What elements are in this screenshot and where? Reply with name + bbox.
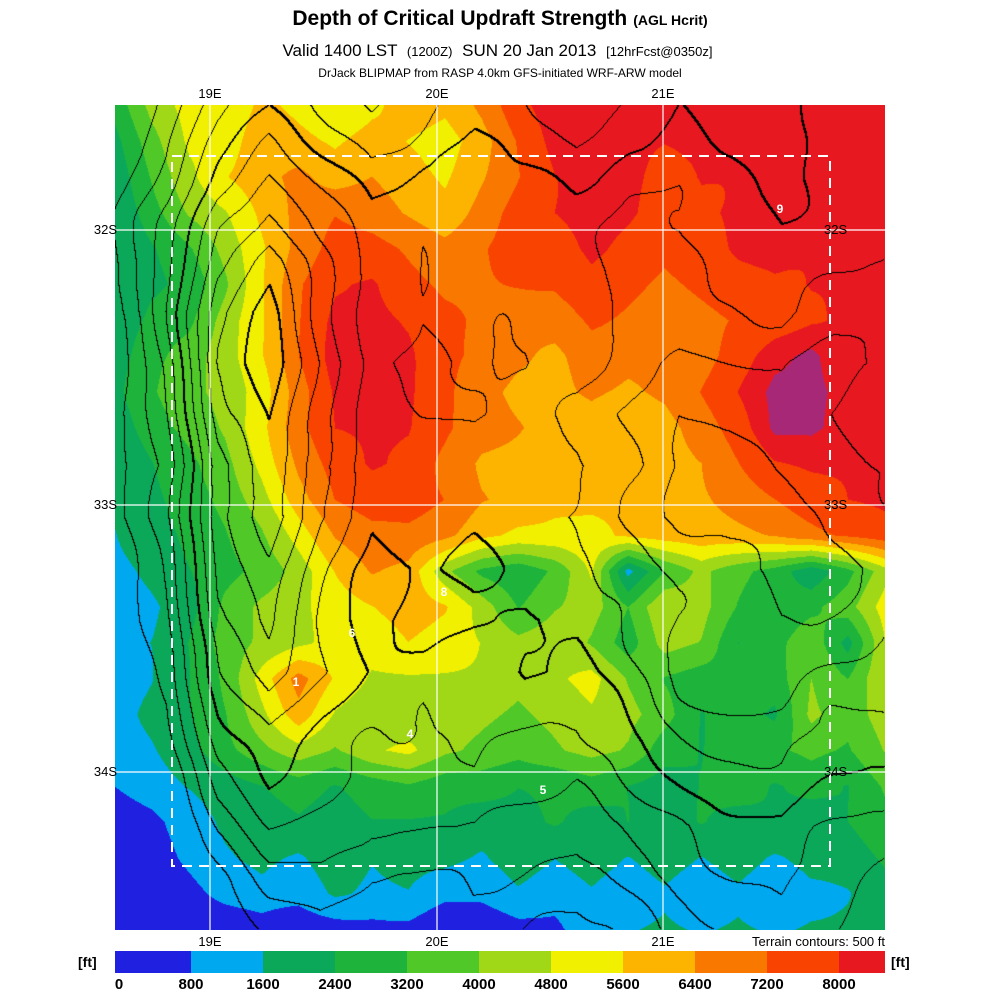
colorbar-segment [839, 951, 885, 973]
colorbar-segment [191, 951, 263, 973]
lat-label-left-34s: 34S [93, 764, 117, 779]
colorbar-tick-label: 8000 [822, 976, 856, 993]
lon-label-bottom-20e: 20E [425, 934, 449, 949]
colorbar-segment [695, 951, 767, 973]
colorbar-tick-label: 7200 [750, 976, 784, 993]
contour-value-label: 4 [406, 727, 414, 741]
colorbar-bar [115, 951, 885, 973]
lon-label-bottom-19e: 19E [198, 934, 222, 949]
valid-zulu: (1200Z) [406, 44, 453, 59]
colorbar-segment [335, 951, 407, 973]
colorbar-tick-label: 4000 [462, 976, 496, 993]
title-text: Depth of Critical Updraft Strength [292, 7, 628, 30]
colorbar-unit-left: [ft] [78, 954, 97, 970]
terrain-contour-note: Terrain contours: 500 ft [752, 934, 885, 949]
colorbar-segment [551, 951, 623, 973]
colorbar-segment [263, 951, 335, 973]
colorbar-unit-right: [ft] [891, 954, 910, 970]
colorbar-segment [623, 951, 695, 973]
colorbar-tick-label: 2400 [318, 976, 352, 993]
lon-label-top-21e: 21E [651, 86, 675, 101]
valid-forecast-tag: [12hrFcst@0350z] [606, 44, 713, 59]
valid-time-line: Valid 1400 LST (1200Z) SUN 20 Jan 2013 [… [0, 41, 1000, 61]
colorbar-segment [767, 951, 839, 973]
colorbar: 0 800 1600 2400 3200 4000 4800 5600 6400 7200 8000 [115, 951, 885, 995]
page-title: Depth of Critical Updraft Strength (AGL H… [0, 7, 1000, 31]
lat-label-left-32s: 32S [93, 222, 117, 237]
lat-label-right-33s: 33S [824, 497, 848, 512]
contour-value-label: 5 [539, 783, 547, 797]
colorbar-tick-labels: 0 800 1600 2400 3200 4000 4800 5600 6400 7200 8000 [115, 976, 885, 994]
contour-value-labels: 9 8 6 1 4 5 [115, 105, 885, 930]
valid-date: SUN 20 Jan 2013 [462, 41, 597, 60]
colorbar-tick-label: 800 [178, 976, 204, 993]
colorbar-tick-label: 6400 [678, 976, 712, 993]
contour-value-label: 9 [776, 202, 784, 216]
colorbar-segment [407, 951, 479, 973]
map-plot: 9 8 6 1 4 5 19E 20E 21E 19E 20E 21E 32S 33S 3… [94, 86, 885, 949]
valid-prefix: Valid 1400 LST [282, 41, 398, 60]
colorbar-tick-label: 5600 [606, 976, 640, 993]
colorbar-tick-label: 4800 [534, 976, 568, 993]
lon-label-top-19e: 19E [198, 86, 222, 101]
colorbar-segment [115, 951, 191, 973]
lat-label-left-33s: 33S [93, 497, 117, 512]
title-note: (AGL Hcrit) [633, 12, 708, 28]
lat-label-right-34s: 34S [824, 764, 848, 779]
model-credit-line: DrJack BLIPMAP from RASP 4.0km GFS-initi… [318, 66, 682, 80]
contour-value-label: 1 [292, 675, 300, 689]
colorbar-tick-label: 3200 [390, 976, 424, 993]
contour-value-label: 8 [440, 585, 448, 599]
colorbar-segment [479, 951, 551, 973]
contour-value-label: 6 [348, 626, 356, 640]
lon-label-bottom-21e: 21E [651, 934, 675, 949]
colorbar-tick-label: 1600 [246, 976, 280, 993]
colorbar-tick-label: 0 [114, 976, 124, 993]
lon-label-top-20e: 20E [425, 86, 449, 101]
lat-label-right-32s: 32S [824, 222, 848, 237]
